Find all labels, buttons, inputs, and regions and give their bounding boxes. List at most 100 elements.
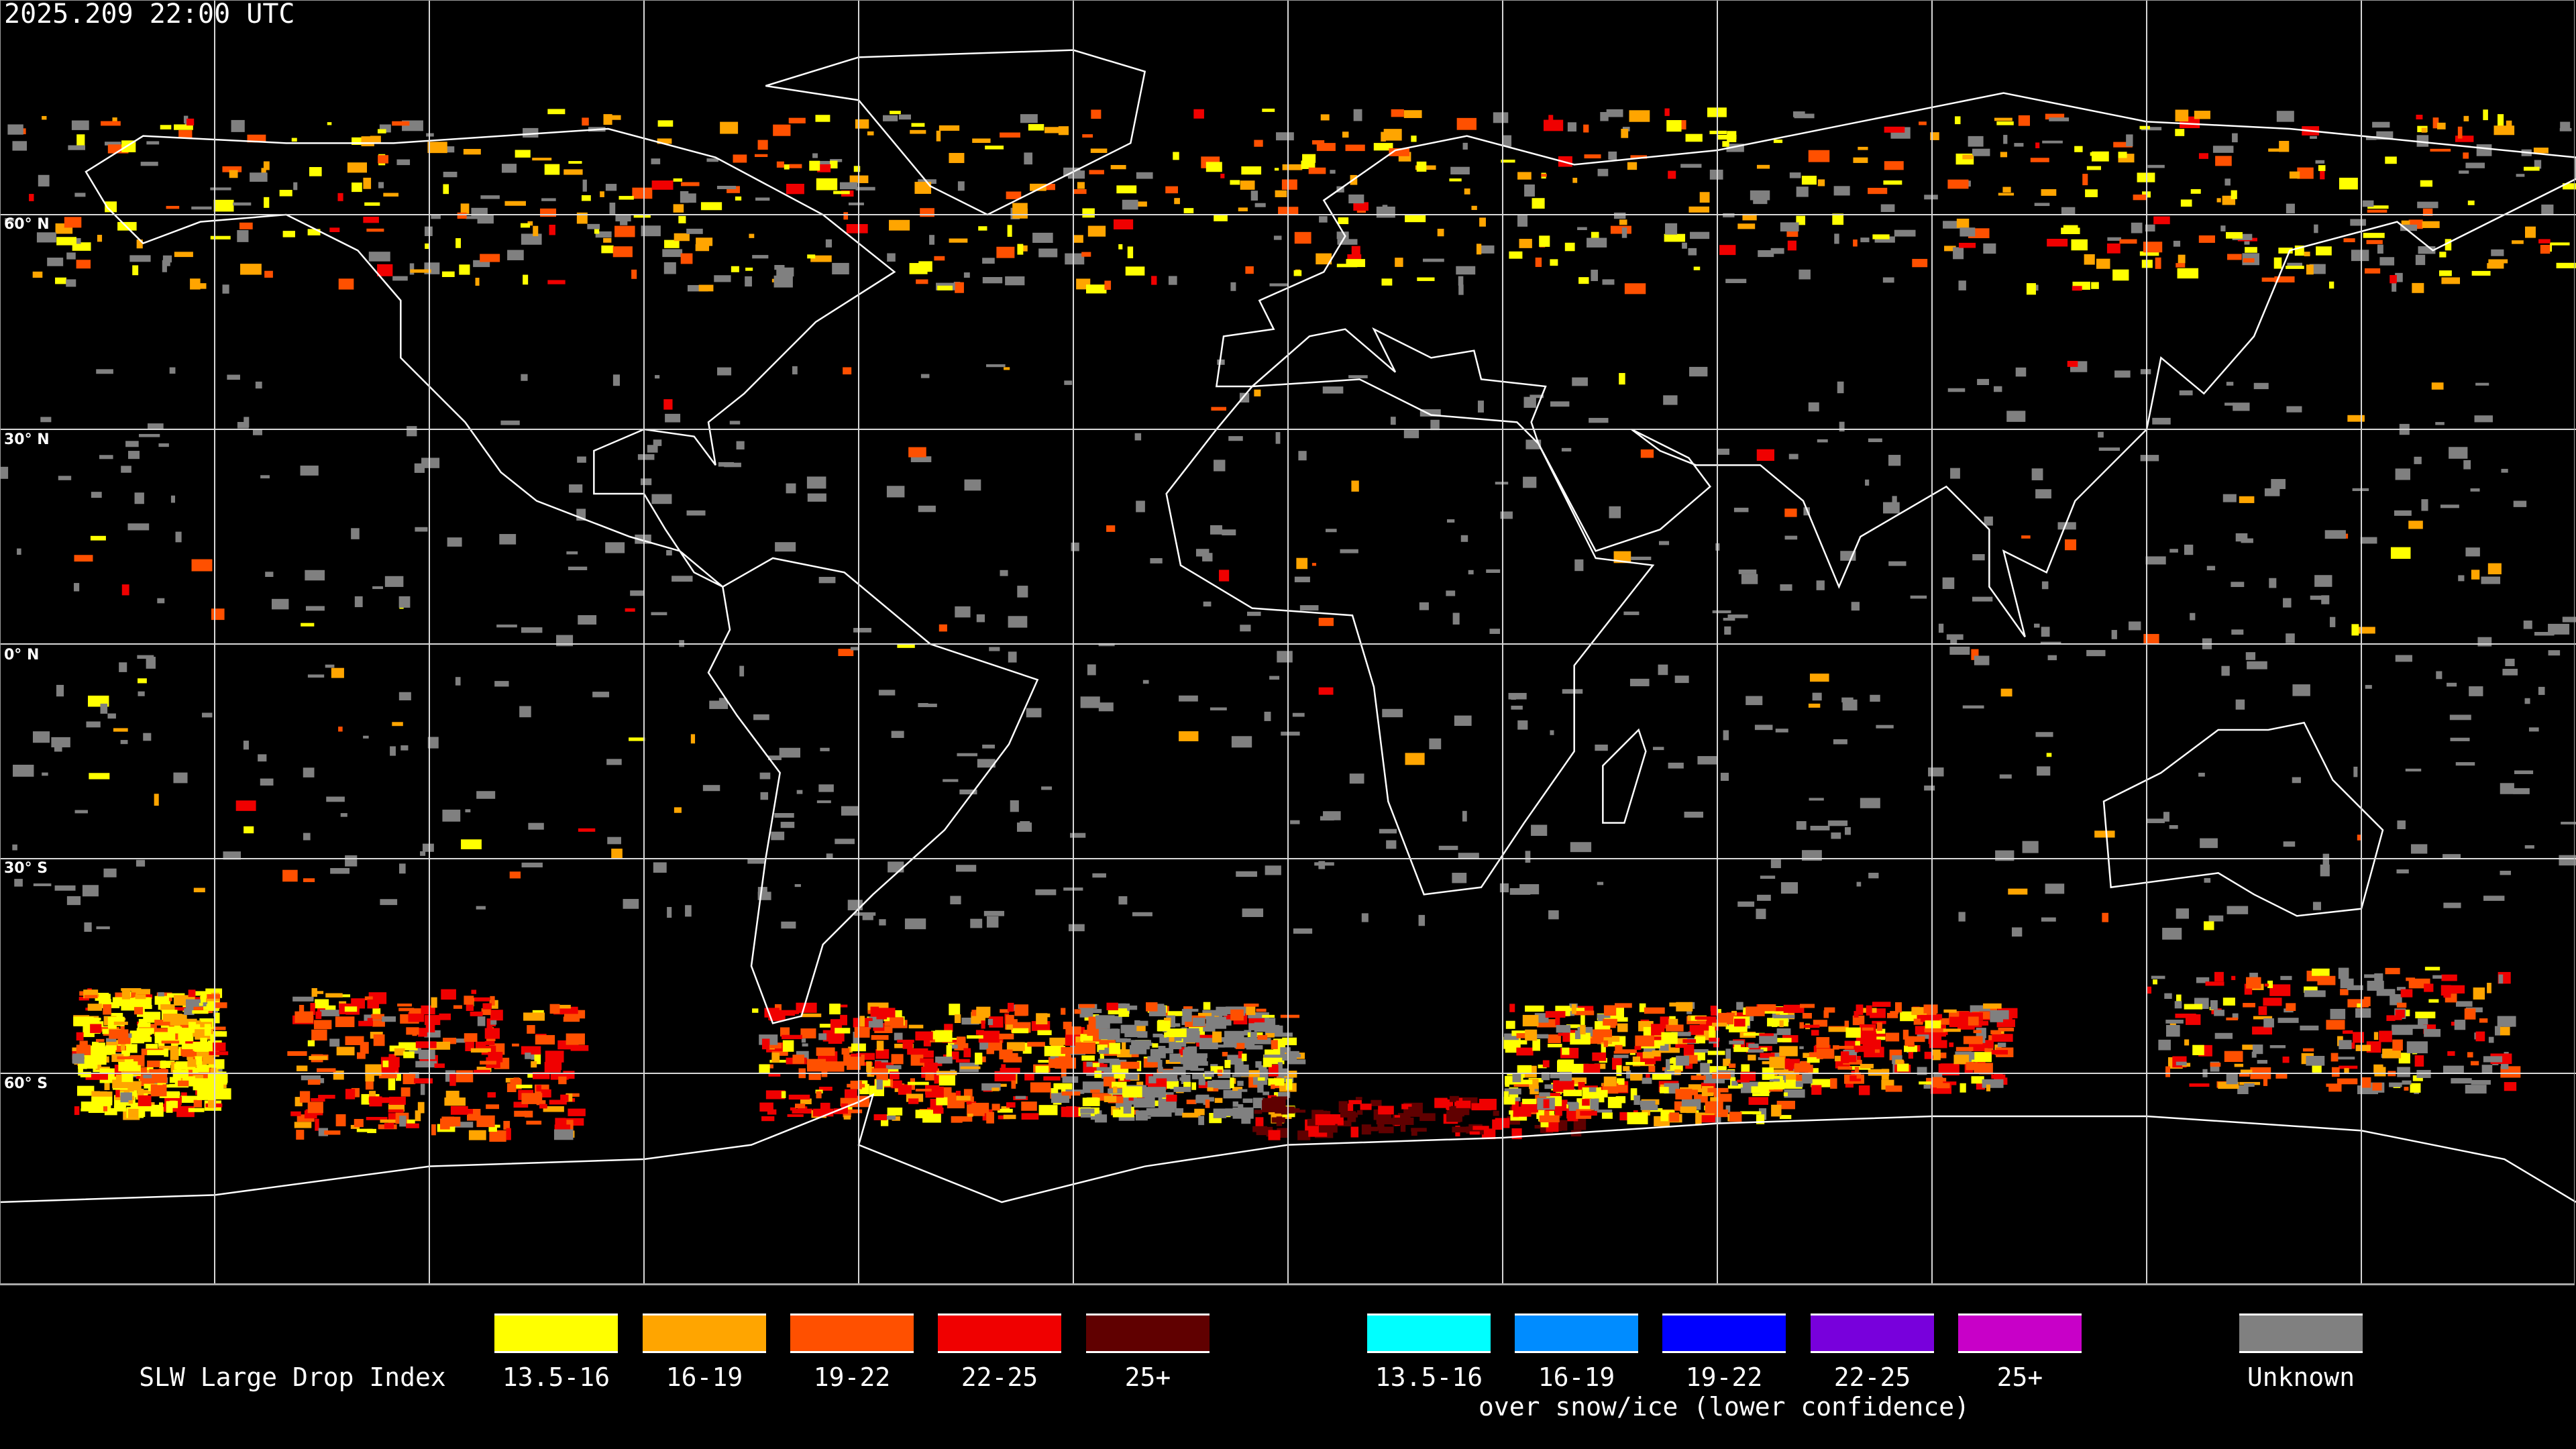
cloud-pixel: [382, 1060, 389, 1067]
cloud-pixel: [954, 1042, 969, 1051]
cloud-pixel: [1713, 1093, 1732, 1102]
cloud-pixel: [211, 1065, 217, 1077]
cloud-pixel: [1186, 1099, 1197, 1104]
cloud-pixel: [382, 1016, 396, 1022]
cloud-pixel: [480, 1061, 496, 1065]
cloud-pixel: [924, 1063, 938, 1073]
cloud-pixel: [921, 1067, 926, 1078]
cloud-pixel: [1307, 1118, 1319, 1126]
cloud-pixel: [1131, 1040, 1138, 1046]
cloud-pixel: [503, 1120, 511, 1130]
cloud-pixel: [534, 1053, 541, 1065]
cloud-pixel: [1573, 1118, 1587, 1130]
cloud-pixel: [1009, 1004, 1020, 1012]
cloud-pixel: [871, 1034, 889, 1040]
cloud-pixel: [853, 1032, 859, 1044]
cloud-pixel: [1244, 1004, 1259, 1007]
cloud-pixel: [487, 1092, 496, 1098]
cloud-pixel: [1053, 1083, 1073, 1090]
cloud-pixel: [1195, 1095, 1208, 1104]
cloud-pixel: [1190, 1053, 1208, 1059]
cloud-pixel: [963, 1048, 971, 1058]
cloud-pixel: [845, 1089, 857, 1098]
cloud-pixel: [1223, 1089, 1242, 1099]
cloud-pixel: [1138, 1091, 1152, 1098]
cloud-pixel: [1285, 1079, 1293, 1090]
cloud-pixel: [830, 1019, 843, 1030]
cloud-pixel: [1318, 1124, 1338, 1133]
cloud-pixel: [80, 1102, 96, 1110]
cloud-pixel: [1640, 1104, 1658, 1110]
cloud-pixel: [471, 989, 477, 994]
cloud-pixel: [1256, 1129, 1273, 1136]
cloud-pixel: [1235, 1042, 1245, 1049]
cloud-pixel: [195, 1056, 203, 1065]
cloud-pixel: [1106, 1016, 1122, 1024]
cloud-pixel: [1191, 1082, 1197, 1090]
cloud-pixel: [938, 1075, 955, 1086]
cloud-pixel: [531, 1061, 537, 1068]
cloud-pixel: [315, 1011, 322, 1020]
cloud-pixel: [115, 1085, 120, 1097]
cloud-pixel: [1090, 1089, 1100, 1093]
cloud-pixel: [104, 1080, 110, 1091]
cloud-pixel: [90, 1024, 102, 1033]
cloud-pixel: [887, 1108, 903, 1116]
cloud-pixel: [787, 1114, 804, 1118]
cloud-pixel: [876, 1040, 884, 1051]
cloud-pixel: [1043, 1076, 1061, 1081]
cloud-pixel: [121, 1073, 133, 1082]
cloud-pixel: [292, 996, 314, 1002]
cloud-pixel: [1062, 1076, 1079, 1083]
cloud-pixel: [1348, 1099, 1362, 1105]
cloud-pixel: [1626, 1070, 1631, 1079]
cloud-pixel: [1080, 1108, 1095, 1114]
cloud-pixel: [214, 1012, 220, 1024]
cloud-pixel: [373, 1034, 385, 1046]
cloud-pixel: [1405, 1104, 1423, 1109]
cloud-pixel: [774, 1004, 782, 1011]
cloud-pixel: [1208, 1081, 1222, 1089]
cloud-pixel: [1265, 1018, 1276, 1029]
cloud-pixel: [1021, 1113, 1039, 1120]
cloud-pixel: [358, 1020, 374, 1026]
cloud-pixel: [1158, 1046, 1166, 1057]
cloud-pixel: [851, 1053, 861, 1057]
cloud-pixel: [356, 1128, 373, 1132]
cloud-pixel: [554, 1124, 571, 1130]
cloud-pixel: [1148, 1076, 1157, 1083]
cloud-pixel: [87, 1004, 103, 1011]
cloud-pixel: [188, 1108, 205, 1112]
cloud-pixel: [1011, 1080, 1016, 1089]
cloud-pixel: [908, 1024, 924, 1029]
cloud-pixel: [173, 1007, 194, 1011]
cloud-pixel: [514, 1110, 526, 1117]
cloud-pixel: [1253, 1071, 1269, 1080]
cloud-pixel: [1355, 1097, 1362, 1100]
cloud-pixel: [409, 1008, 423, 1014]
legend-label: 19-22: [813, 1362, 891, 1392]
cloud-pixel: [113, 1106, 126, 1112]
cloud-pixel: [301, 1075, 321, 1081]
cloud-pixel: [121, 1044, 125, 1051]
cloud-pixel: [364, 996, 373, 1001]
cloud-pixel: [366, 1116, 388, 1120]
cloud-pixel: [1203, 1097, 1214, 1102]
cloud-pixel: [1282, 1057, 1297, 1061]
timestamp-title: 2025.209 22:00 UTC: [4, 0, 295, 30]
swatch-snow-19-22: [1662, 1313, 1786, 1353]
cloud-pixel: [95, 1049, 116, 1055]
cloud-pixel: [1001, 1064, 1006, 1069]
cloud-pixel: [158, 992, 164, 997]
cloud-pixel: [413, 1078, 433, 1084]
cloud-pixel: [1000, 1009, 1010, 1013]
cloud-pixel: [72, 1047, 80, 1051]
cloud-pixel: [76, 1044, 91, 1055]
cloud-pixel: [1006, 1102, 1016, 1108]
cloud-pixel: [1122, 1041, 1126, 1052]
cloud-pixel: [950, 1044, 958, 1049]
cloud-pixel: [1219, 1108, 1234, 1115]
cloud-pixel: [1232, 1101, 1238, 1107]
cloud-pixel: [1136, 1024, 1146, 1032]
cloud-pixel: [159, 1065, 171, 1069]
